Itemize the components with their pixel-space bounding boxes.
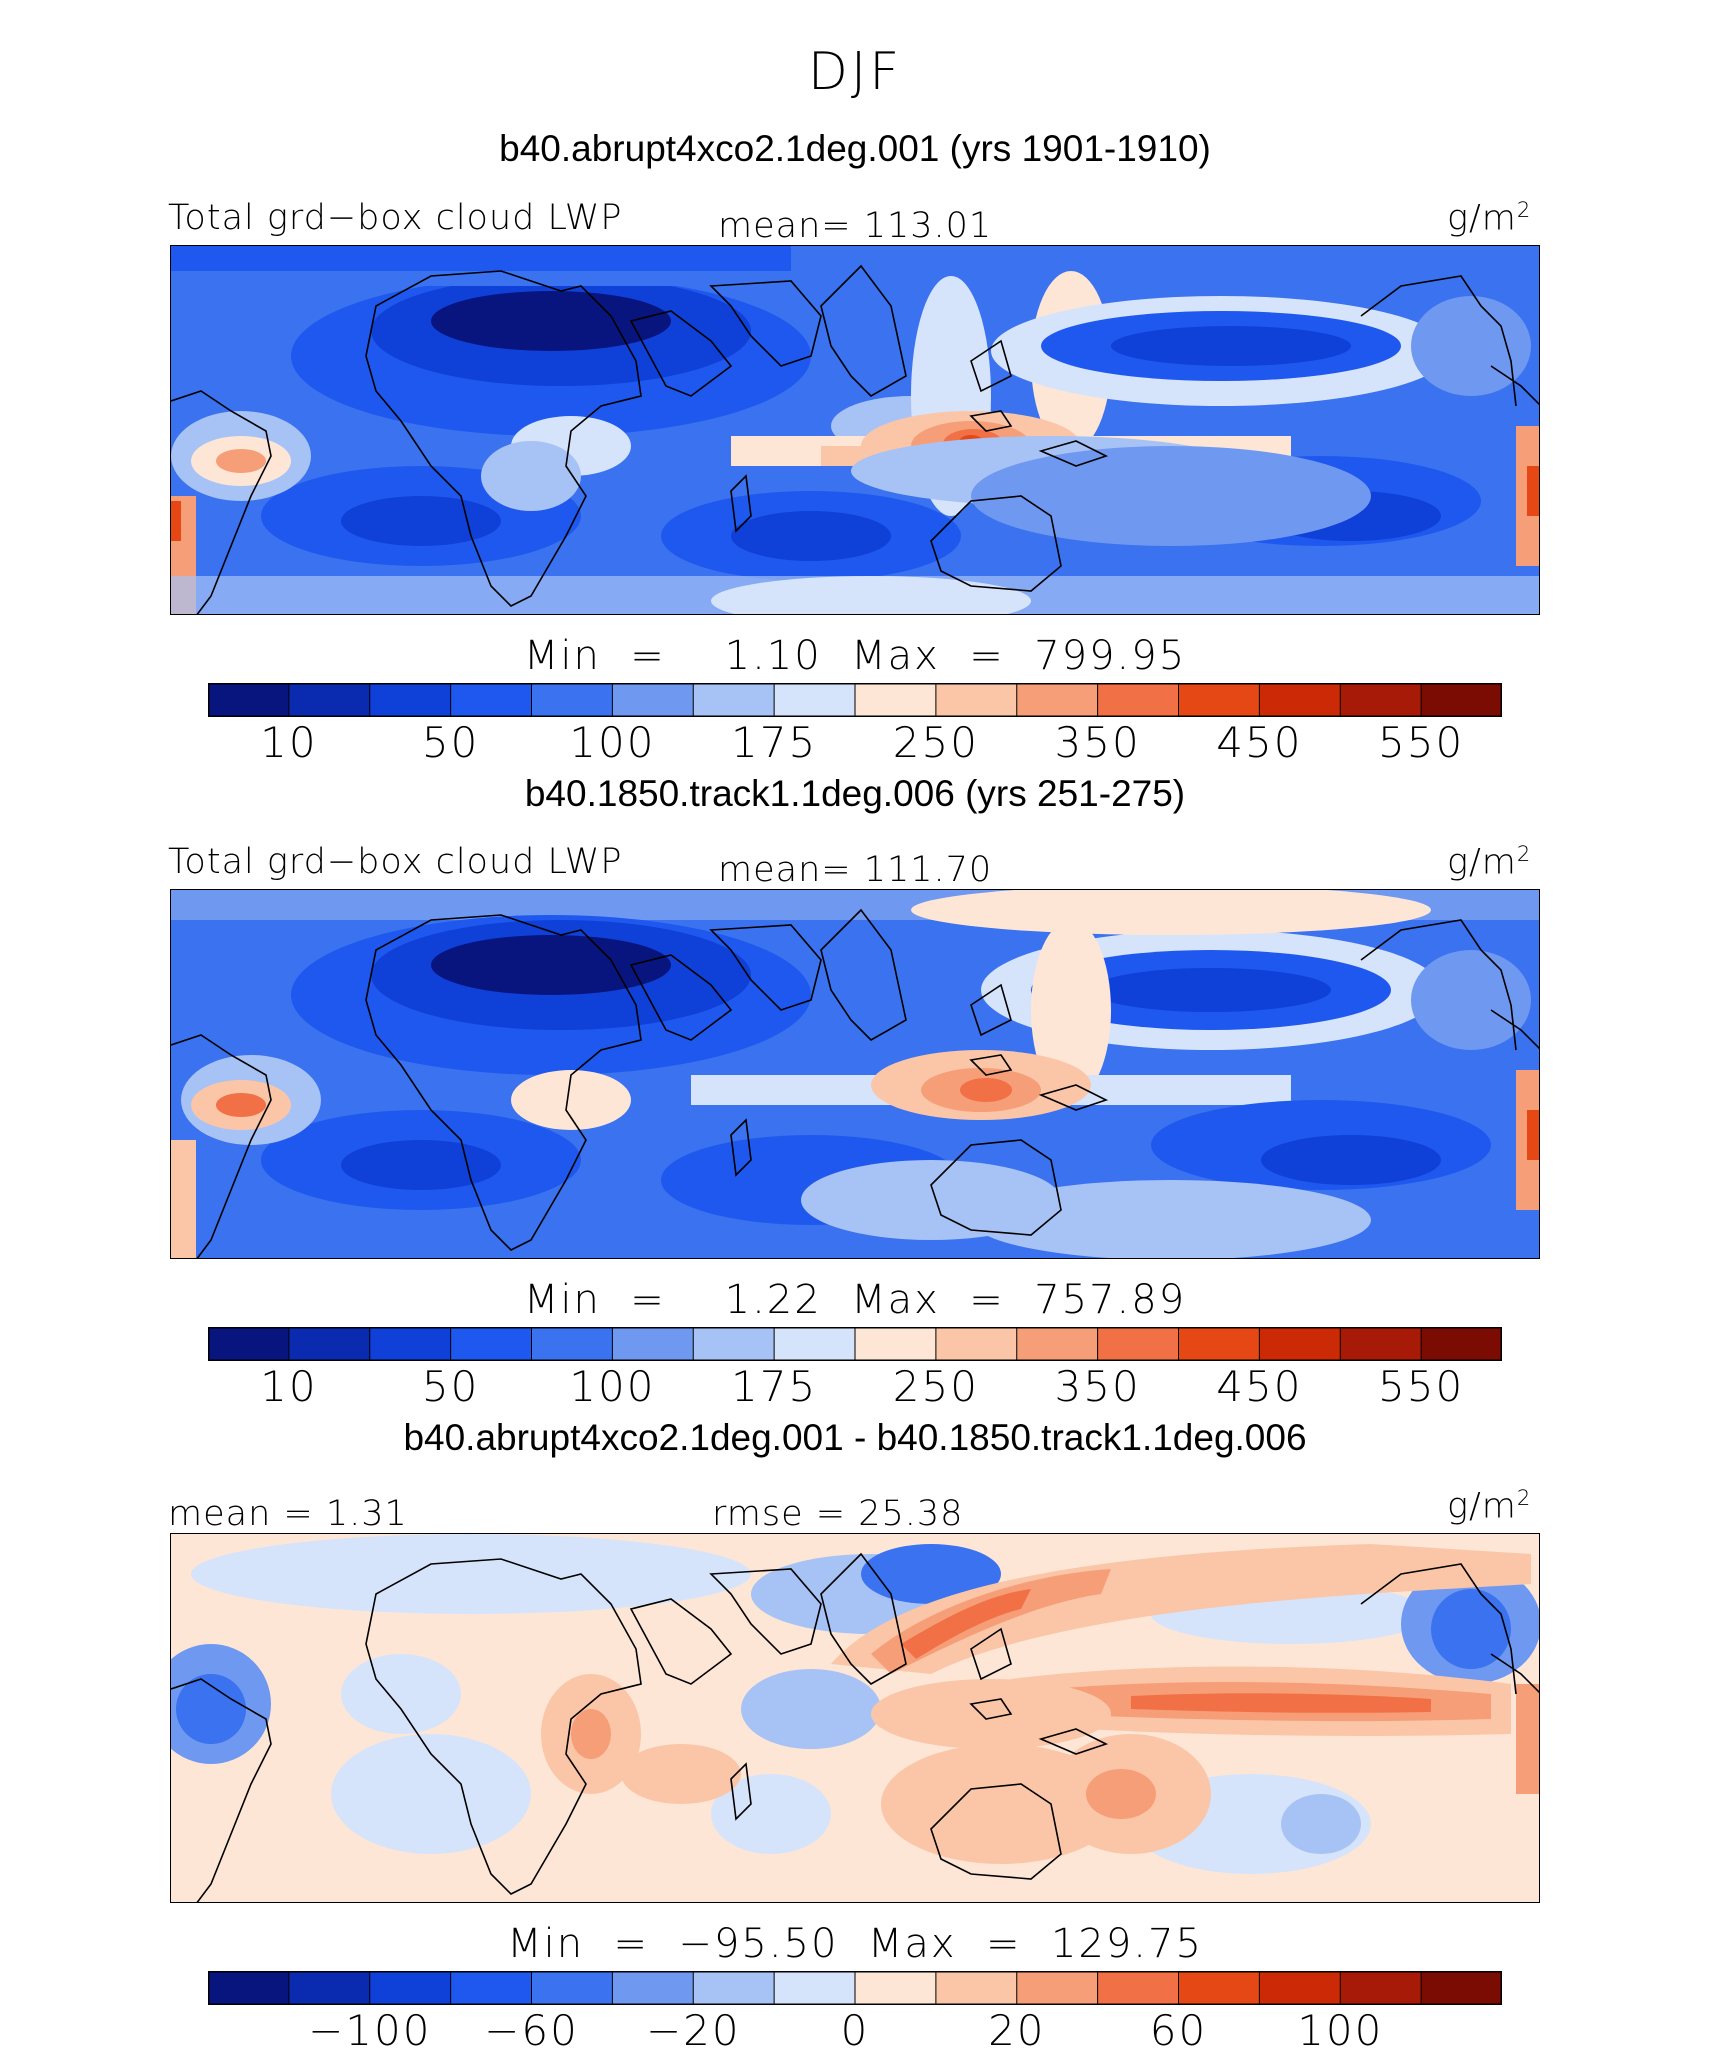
colorbar-tick-label: 450 bbox=[1216, 1362, 1303, 1411]
colorbar-swatch bbox=[1420, 1327, 1502, 1361]
panel-3-case-title: b40.abrupt4xco2.1deg.001 - b40.1850.trac… bbox=[403, 1417, 1307, 1458]
colorbar-tick-label: 350 bbox=[1054, 718, 1141, 767]
colorbar-swatch bbox=[369, 1327, 452, 1361]
colorbar-swatch bbox=[773, 683, 857, 717]
colorbar-tick-label: 100 bbox=[1297, 2006, 1384, 2055]
colorbar-swatch bbox=[1178, 683, 1261, 717]
colorbar-swatch bbox=[1339, 1971, 1423, 2005]
panel-1-map bbox=[170, 245, 1540, 615]
colorbar-swatch bbox=[1420, 1971, 1502, 2005]
colorbar-swatch bbox=[1258, 1327, 1342, 1361]
figure-title: DJF bbox=[807, 42, 903, 102]
colorbar-tick-label: 10 bbox=[260, 1362, 318, 1411]
panel-1-variable-label: Total grd−box cloud LWP bbox=[168, 198, 623, 238]
panel-1-colorbar bbox=[208, 683, 1502, 717]
colorbar-swatch bbox=[208, 1327, 290, 1361]
panel-2-min-max: Min = 1.22 Max = 757.89 bbox=[523, 1277, 1187, 1323]
colorbar-swatch bbox=[1339, 1327, 1423, 1361]
colorbar-tick-label: 60 bbox=[1149, 2006, 1208, 2055]
colorbar-swatch bbox=[854, 683, 937, 717]
colorbar-tick-label: 250 bbox=[892, 1362, 979, 1411]
colorbar-swatch bbox=[1420, 683, 1502, 717]
colorbar-swatch bbox=[1016, 683, 1099, 717]
colorbar-swatch bbox=[935, 1971, 1018, 2005]
colorbar-swatch bbox=[1097, 1971, 1180, 2005]
colorbar-swatch bbox=[208, 1971, 290, 2005]
colorbar-swatch bbox=[1258, 683, 1342, 717]
panel-2-variable-label: Total grd−box cloud LWP bbox=[168, 842, 623, 882]
colorbar-tick-label: 0 bbox=[840, 2006, 870, 2055]
panel-3-colorbar-ticks: −100 −60 −20 0 20 60 100 bbox=[0, 2006, 1710, 2055]
panel-1-mean-label: mean= 113.01 bbox=[718, 206, 993, 246]
colorbar-swatch bbox=[1016, 1327, 1099, 1361]
colorbar-swatch bbox=[935, 1327, 1018, 1361]
colorbar-tick-label: 100 bbox=[569, 718, 656, 767]
panel-3-map bbox=[170, 1533, 1540, 1903]
colorbar-swatch bbox=[1097, 683, 1180, 717]
panel-2-map bbox=[170, 889, 1540, 1259]
panel-2-units: g/m2 bbox=[1447, 842, 1532, 883]
colorbar-swatch bbox=[1258, 1971, 1342, 2005]
colorbar-swatch bbox=[773, 1327, 857, 1361]
colorbar-swatch bbox=[773, 1971, 857, 2005]
colorbar-tick-label: 175 bbox=[731, 1362, 818, 1411]
panel-2-map-svg bbox=[171, 890, 1539, 1258]
colorbar-tick-label: 50 bbox=[421, 718, 480, 767]
colorbar-swatch bbox=[369, 1971, 452, 2005]
colorbar-tick-label: −100 bbox=[308, 2006, 432, 2055]
colorbar-swatch bbox=[692, 1327, 776, 1361]
colorbar-swatch bbox=[1016, 1971, 1099, 2005]
panel-3-rmse-label: rmse = 25.38 bbox=[712, 1494, 964, 1534]
colorbar-tick-label: 20 bbox=[988, 2006, 1046, 2055]
colorbar-tick-label: 100 bbox=[569, 1362, 656, 1411]
colorbar-tick-label: 350 bbox=[1054, 1362, 1141, 1411]
panel-3-min-max: Min = −95.50 Max = 129.75 bbox=[507, 1921, 1203, 1967]
panel-1-map-svg bbox=[171, 246, 1539, 614]
colorbar-swatch bbox=[288, 1971, 371, 2005]
colorbar-tick-label: 250 bbox=[892, 718, 979, 767]
colorbar-swatch bbox=[611, 1327, 695, 1361]
colorbar-swatch bbox=[692, 683, 776, 717]
panel-2-mean-label: mean= 111.70 bbox=[718, 850, 993, 890]
colorbar-swatch bbox=[450, 1971, 533, 2005]
colorbar-swatch bbox=[854, 1327, 937, 1361]
colorbar-swatch bbox=[531, 1327, 614, 1361]
panel-2-colorbar bbox=[208, 1327, 1502, 1361]
panel-3-units: g/m2 bbox=[1447, 1486, 1532, 1527]
colorbar-tick-label: 550 bbox=[1378, 1362, 1465, 1411]
panel-3-colorbar bbox=[208, 1971, 1502, 2005]
colorbar-swatch bbox=[369, 683, 452, 717]
panel-1-colorbar-ticks: 10 50 100 175 250 350 450 550 bbox=[0, 718, 1710, 767]
colorbar-swatch bbox=[1339, 683, 1423, 717]
colorbar-tick-label: −20 bbox=[645, 2006, 741, 2055]
colorbar-swatch bbox=[288, 1327, 371, 1361]
colorbar-swatch bbox=[450, 683, 533, 717]
colorbar-swatch bbox=[450, 1327, 533, 1361]
colorbar-swatch bbox=[611, 1971, 695, 2005]
colorbar-swatch bbox=[1097, 1327, 1180, 1361]
panel-3-map-svg bbox=[171, 1534, 1539, 1902]
panel-1-units: g/m2 bbox=[1447, 198, 1532, 239]
colorbar-swatch bbox=[208, 683, 290, 717]
colorbar-tick-label: 550 bbox=[1378, 718, 1465, 767]
colorbar-swatch bbox=[1178, 1327, 1261, 1361]
panel-3-mean-label: mean = 1.31 bbox=[168, 1494, 408, 1534]
colorbar-swatch bbox=[531, 1971, 614, 2005]
colorbar-swatch bbox=[692, 1971, 776, 2005]
colorbar-tick-label: 175 bbox=[731, 718, 818, 767]
colorbar-swatch bbox=[854, 1971, 937, 2005]
colorbar-tick-label: 50 bbox=[421, 1362, 480, 1411]
panel-2-case-title: b40.1850.track1.1deg.006 (yrs 251-275) bbox=[524, 773, 1186, 814]
panel-2-colorbar-ticks: 10 50 100 175 250 350 450 550 bbox=[0, 1362, 1710, 1411]
colorbar-swatch bbox=[288, 683, 371, 717]
panel-1-case-title: b40.abrupt4xco2.1deg.001 (yrs 1901-1910) bbox=[499, 128, 1211, 169]
colorbar-swatch bbox=[611, 683, 695, 717]
colorbar-tick-label: −60 bbox=[484, 2006, 579, 2055]
colorbar-tick-label: 450 bbox=[1216, 718, 1303, 767]
colorbar-swatch bbox=[531, 683, 614, 717]
colorbar-swatch bbox=[935, 683, 1018, 717]
panel-1-min-max: Min = 1.10 Max = 799.95 bbox=[523, 633, 1187, 679]
colorbar-tick-label: 10 bbox=[260, 718, 318, 767]
colorbar-swatch bbox=[1178, 1971, 1261, 2005]
